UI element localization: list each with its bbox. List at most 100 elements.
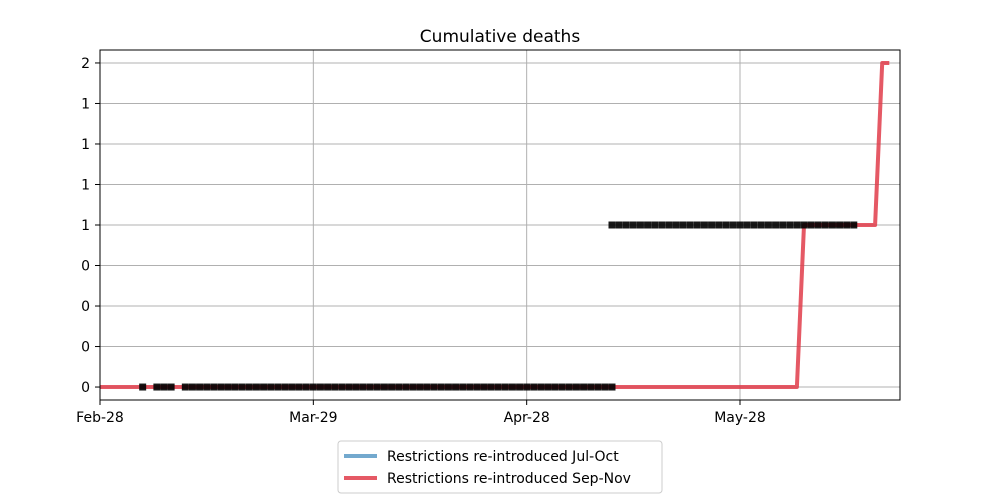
data-point-marker: [210, 383, 218, 391]
data-point-marker: [615, 221, 623, 229]
data-point-marker: [629, 221, 637, 229]
data-point-marker: [793, 221, 801, 229]
data-point-marker: [345, 383, 353, 391]
data-point-marker: [587, 383, 595, 391]
data-point-marker: [331, 383, 339, 391]
data-point-marker: [430, 383, 438, 391]
data-point-marker: [309, 383, 317, 391]
data-point-marker: [487, 383, 495, 391]
data-point-marker: [188, 383, 196, 391]
data-point-marker: [480, 383, 488, 391]
y-tick-label: 1: [81, 177, 90, 193]
data-point-marker: [537, 383, 545, 391]
data-point-marker: [636, 221, 644, 229]
data-point-marker: [608, 221, 616, 229]
x-tick-label: Apr-28: [504, 410, 550, 426]
data-point-marker: [274, 383, 282, 391]
data-point-marker: [366, 383, 374, 391]
data-point-marker: [252, 383, 260, 391]
data-point-marker: [850, 221, 858, 229]
data-point-marker: [693, 221, 701, 229]
y-tick-label: 0: [81, 299, 90, 315]
x-axis-ticks: Feb-28 Mar-29 Apr-28 May-28: [76, 400, 766, 426]
data-point-marker: [672, 221, 680, 229]
data-point-marker: [530, 383, 538, 391]
data-point-marker: [658, 221, 666, 229]
data-point-marker: [608, 383, 616, 391]
data-point-marker: [516, 383, 524, 391]
data-point-marker: [679, 221, 687, 229]
data-point-marker: [437, 383, 445, 391]
data-point-marker: [153, 383, 161, 391]
data-point-marker: [572, 383, 580, 391]
data-point-marker: [338, 383, 346, 391]
data-point-marker: [473, 383, 481, 391]
data-point-marker: [260, 383, 268, 391]
legend: Restrictions re-introduced Jul-Oct Restr…: [337, 440, 663, 494]
data-point-marker: [167, 383, 175, 391]
data-point-marker: [402, 383, 410, 391]
data-point-marker: [494, 383, 502, 391]
data-point-marker: [380, 383, 388, 391]
series-markers: [139, 221, 858, 391]
data-point-marker: [281, 383, 289, 391]
data-point-marker: [821, 221, 829, 229]
data-point-marker: [267, 383, 275, 391]
data-point-marker: [373, 383, 381, 391]
legend-box: [337, 440, 663, 494]
data-point-marker: [359, 383, 367, 391]
data-point-marker: [523, 383, 531, 391]
data-point-marker: [580, 383, 588, 391]
data-point-marker: [622, 221, 630, 229]
chart-title: Cumulative deaths: [420, 27, 581, 47]
data-point-marker: [352, 383, 360, 391]
data-point-marker: [444, 383, 452, 391]
data-point-marker: [807, 221, 815, 229]
y-tick-label: 0: [81, 380, 90, 396]
y-axis-ticks: 0 0 0 0 1 1 1 1 2: [81, 56, 100, 396]
data-point-marker: [316, 383, 324, 391]
data-point-marker: [416, 383, 424, 391]
data-point-marker: [224, 383, 232, 391]
data-point-marker: [388, 383, 396, 391]
data-point-marker: [828, 221, 836, 229]
data-point-marker: [139, 383, 147, 391]
data-point-marker: [772, 221, 780, 229]
data-point-marker: [423, 383, 431, 391]
y-tick-label: 2: [81, 56, 90, 72]
data-point-marker: [452, 383, 460, 391]
data-point-marker: [203, 383, 211, 391]
data-point-marker: [800, 221, 808, 229]
y-tick-label: 1: [81, 137, 90, 153]
data-point-marker: [466, 383, 474, 391]
data-point-marker: [160, 383, 168, 391]
y-tick-label: 1: [81, 96, 90, 112]
data-point-marker: [295, 383, 303, 391]
data-point-marker: [814, 221, 822, 229]
data-point-marker: [708, 221, 716, 229]
data-point-marker: [836, 221, 844, 229]
data-point-marker: [779, 221, 787, 229]
data-point-marker: [786, 221, 794, 229]
data-point-marker: [743, 221, 751, 229]
data-point-marker: [238, 383, 246, 391]
data-point-marker: [686, 221, 694, 229]
data-point-marker: [459, 383, 467, 391]
data-point-marker: [409, 383, 417, 391]
data-point-marker: [715, 221, 723, 229]
data-point-marker: [700, 221, 708, 229]
y-tick-label: 1: [81, 218, 90, 234]
data-point-marker: [217, 383, 225, 391]
data-point-marker: [651, 221, 659, 229]
data-point-marker: [196, 383, 204, 391]
data-point-marker: [594, 383, 602, 391]
data-point-marker: [565, 383, 573, 391]
data-point-marker: [722, 221, 730, 229]
data-point-marker: [544, 383, 552, 391]
data-point-marker: [729, 221, 737, 229]
data-point-marker: [245, 383, 253, 391]
x-tick-label: Feb-28: [76, 410, 124, 426]
